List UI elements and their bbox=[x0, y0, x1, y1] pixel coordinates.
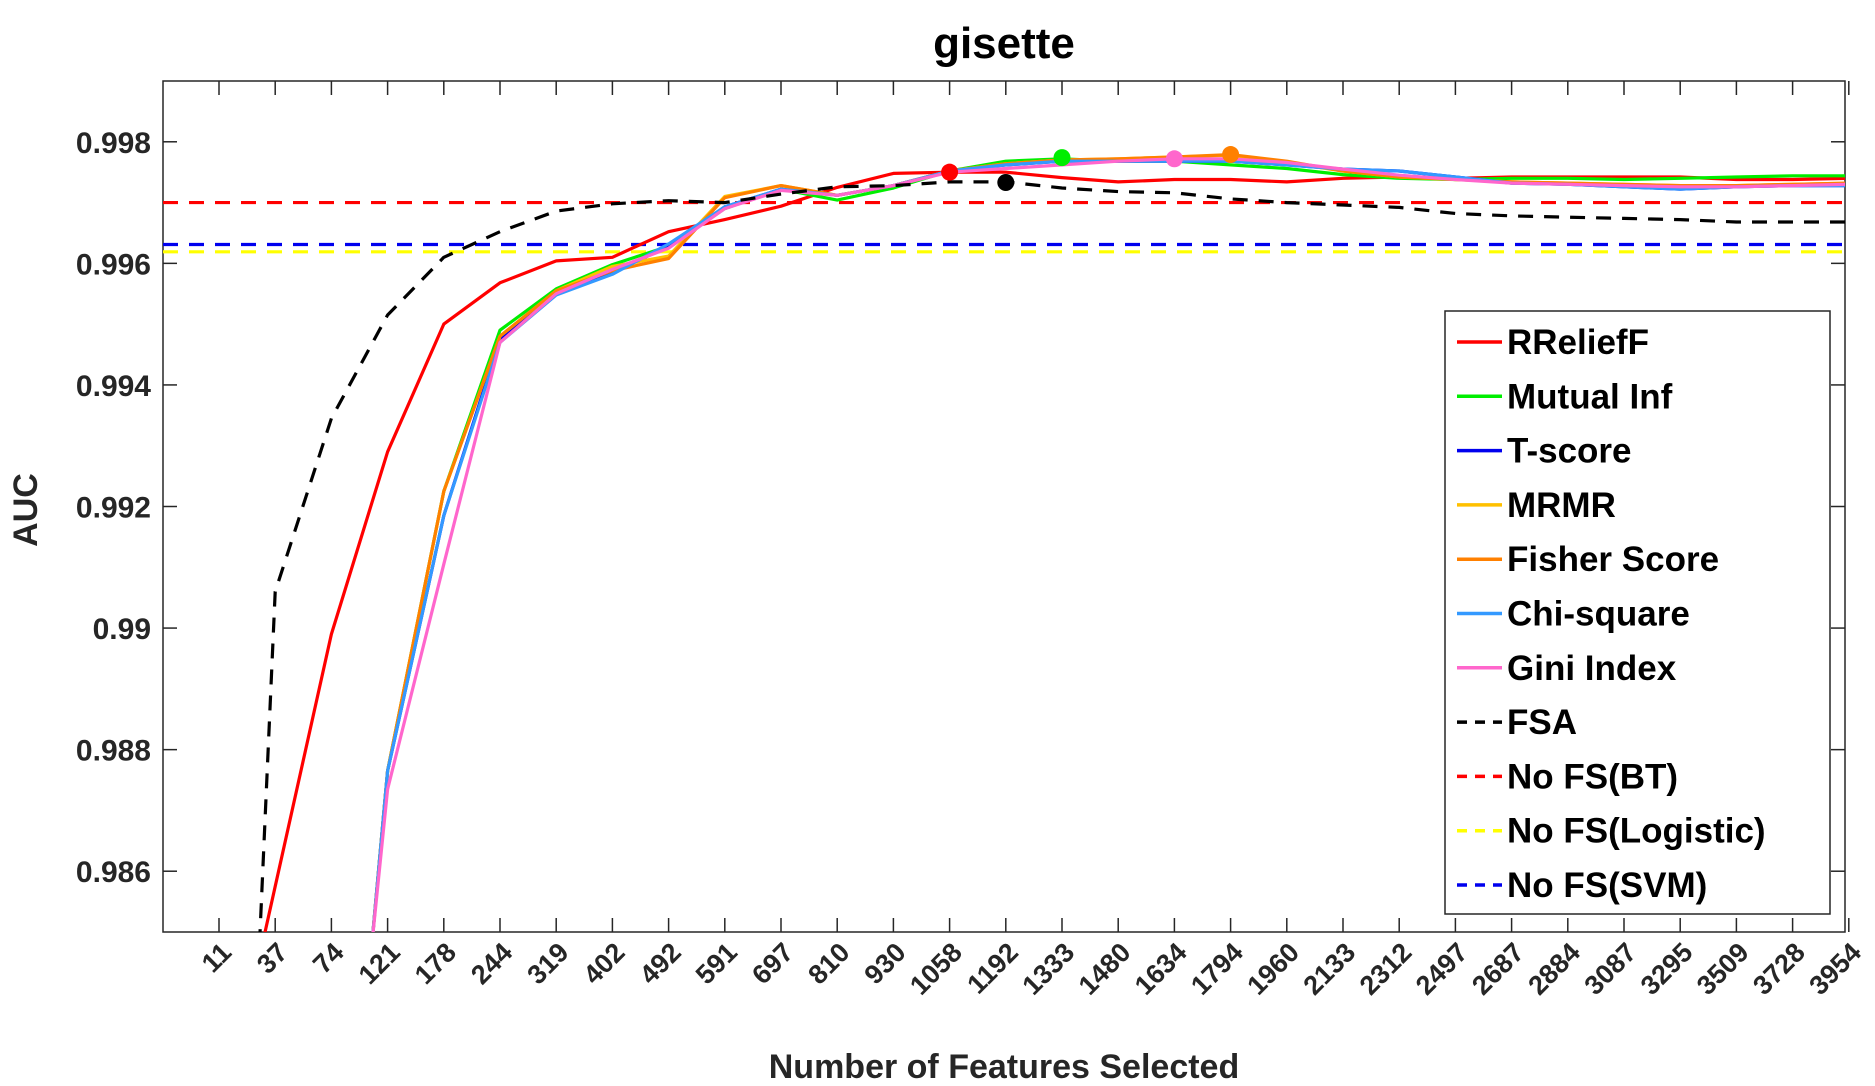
legend-box bbox=[1444, 310, 1831, 915]
x-tick-label: 2133 bbox=[1298, 937, 1362, 1001]
x-tick-label: 1794 bbox=[1185, 937, 1249, 1001]
y-tick-label: 0.998 bbox=[76, 127, 151, 160]
x-tick-label: 11 bbox=[196, 937, 237, 978]
y-tick-label: 0.994 bbox=[76, 370, 151, 403]
x-tick-label: 1960 bbox=[1241, 937, 1305, 1001]
series-line-fsa bbox=[258, 180, 1845, 932]
x-tick-label: 591 bbox=[690, 937, 743, 990]
legend-label-t-score: T-score bbox=[1507, 432, 1632, 471]
max-marker-gini-index bbox=[1165, 150, 1183, 168]
x-tick-label: 3509 bbox=[1691, 937, 1755, 1001]
legend-label-no-fs-logistic: No FS(Logistic) bbox=[1507, 812, 1766, 851]
legend-label-no-fs-bt: No FS(BT) bbox=[1507, 757, 1678, 796]
x-tick-label: 37 bbox=[251, 937, 293, 979]
legend-label-chi-square: Chi-square bbox=[1507, 595, 1690, 634]
y-tick-label: 0.986 bbox=[76, 856, 151, 889]
legend-label-gini-index: Gini Index bbox=[1507, 649, 1677, 688]
y-tick-label: 0.99 bbox=[93, 613, 151, 646]
legend-label-fisher-score: Fisher Score bbox=[1507, 540, 1719, 579]
series-line-gini-index bbox=[371, 157, 1845, 932]
x-tick-label: 3087 bbox=[1579, 937, 1643, 1001]
y-tick-label: 0.996 bbox=[76, 248, 151, 281]
x-tick-label: 319 bbox=[521, 937, 574, 990]
y-axis-label: AUC bbox=[7, 473, 45, 547]
max-marker-fisher-score bbox=[1222, 146, 1240, 164]
series-lines bbox=[163, 153, 1845, 932]
x-tick-label: 2884 bbox=[1522, 937, 1586, 1001]
legend-label-rrelieff: RReliefF bbox=[1507, 323, 1649, 362]
x-tick-label: 930 bbox=[859, 937, 912, 990]
x-tick-label: 3295 bbox=[1635, 937, 1699, 1001]
x-tick-label: 2497 bbox=[1410, 937, 1474, 1001]
x-tick-label: 810 bbox=[802, 937, 855, 990]
legend-label-mrmr: MRMR bbox=[1507, 486, 1616, 525]
x-tick-label: 697 bbox=[746, 937, 799, 990]
x-tick-label: 244 bbox=[465, 937, 518, 990]
max-marker-rrelieff bbox=[941, 163, 959, 181]
x-tick-label: 2312 bbox=[1354, 937, 1418, 1001]
legend-label-no-fs-svm: No FS(SVM) bbox=[1507, 866, 1707, 905]
x-tick-label: 121 bbox=[353, 937, 406, 990]
x-tick-label: 2687 bbox=[1466, 937, 1530, 1001]
max-marker-fsa bbox=[997, 174, 1015, 192]
legend-label-mutual-inf: Mutual Inf bbox=[1507, 377, 1673, 416]
legend-label-fsa: FSA bbox=[1507, 703, 1577, 742]
x-tick-label: 1634 bbox=[1129, 937, 1193, 1001]
chart-title: gisette bbox=[933, 19, 1075, 68]
x-tick-label: 178 bbox=[409, 937, 462, 990]
max-marker-mutual-inf bbox=[1053, 149, 1071, 167]
y-tick-label: 0.992 bbox=[76, 492, 151, 525]
x-tick-label: 3954 bbox=[1803, 937, 1867, 1001]
y-tick-label: 0.988 bbox=[76, 735, 151, 768]
x-tick-label: 1192 bbox=[961, 937, 1024, 1000]
x-tick-label: 74 bbox=[307, 937, 349, 979]
legend: RReliefF Mutual Inf T-score MRMR Fisher Scor… bbox=[1444, 310, 1831, 915]
x-tick-label: 1333 bbox=[1017, 937, 1081, 1001]
x-tick-label: 492 bbox=[634, 937, 687, 990]
x-tick-label: 1058 bbox=[904, 937, 968, 1001]
x-tick-label: 3728 bbox=[1747, 937, 1811, 1001]
x-axis-label: Number of Features Selected bbox=[769, 1048, 1239, 1086]
x-tick-label: 402 bbox=[578, 937, 631, 990]
x-tick-label: 1480 bbox=[1073, 937, 1137, 1001]
